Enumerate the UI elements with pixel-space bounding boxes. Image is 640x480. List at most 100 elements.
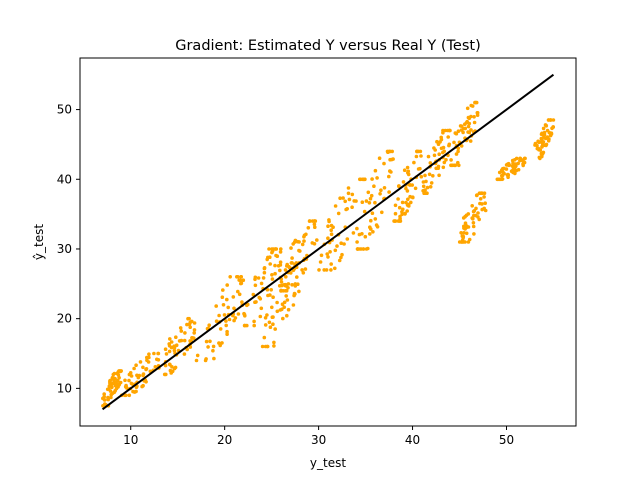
data-point bbox=[152, 351, 156, 356]
data-point bbox=[307, 219, 312, 223]
data-point bbox=[471, 209, 476, 214]
data-point bbox=[273, 247, 277, 251]
data-point bbox=[132, 366, 136, 371]
data-point bbox=[393, 211, 398, 216]
data-point bbox=[272, 344, 276, 348]
data-point bbox=[501, 170, 505, 174]
data-point bbox=[364, 247, 369, 251]
data-point bbox=[144, 367, 149, 371]
data-point bbox=[290, 256, 294, 260]
data-point bbox=[328, 250, 332, 254]
data-point bbox=[412, 160, 416, 165]
data-point bbox=[297, 240, 301, 244]
data-point bbox=[312, 219, 317, 223]
data-point bbox=[370, 211, 375, 215]
data-point bbox=[351, 231, 356, 235]
data-point bbox=[462, 231, 466, 235]
data-point bbox=[141, 365, 145, 370]
data-point bbox=[504, 163, 509, 167]
data-point bbox=[268, 255, 272, 259]
data-point bbox=[341, 196, 345, 200]
data-point bbox=[419, 174, 424, 179]
data-point bbox=[407, 182, 412, 187]
data-point bbox=[163, 363, 168, 368]
data-point bbox=[221, 288, 225, 292]
data-point bbox=[452, 140, 456, 145]
data-point bbox=[178, 326, 183, 330]
data-point bbox=[297, 248, 301, 253]
data-point bbox=[251, 292, 256, 297]
data-point bbox=[368, 225, 372, 229]
data-point bbox=[266, 293, 270, 298]
data-point bbox=[289, 261, 294, 265]
data-point bbox=[410, 183, 415, 187]
data-point bbox=[105, 387, 110, 392]
data-point bbox=[207, 323, 211, 328]
data-point bbox=[285, 313, 289, 318]
data-point bbox=[337, 258, 342, 263]
data-point bbox=[285, 298, 290, 302]
data-point bbox=[232, 318, 236, 323]
data-point bbox=[472, 120, 477, 125]
data-point bbox=[436, 166, 441, 170]
data-point bbox=[466, 115, 471, 120]
data-point bbox=[270, 305, 274, 310]
data-point bbox=[128, 371, 133, 375]
data-point bbox=[267, 320, 272, 325]
data-point bbox=[233, 316, 238, 320]
x-tick-label: 30 bbox=[311, 433, 326, 447]
data-point bbox=[252, 319, 256, 324]
data-point bbox=[410, 195, 415, 199]
data-point bbox=[437, 152, 442, 156]
data-point bbox=[389, 170, 393, 174]
data-point bbox=[363, 234, 368, 239]
data-point bbox=[217, 313, 221, 318]
data-point bbox=[167, 362, 172, 367]
data-point bbox=[368, 232, 372, 236]
data-point bbox=[116, 373, 121, 377]
data-point bbox=[473, 100, 478, 105]
data-point bbox=[458, 124, 463, 128]
data-point bbox=[345, 237, 350, 241]
data-point bbox=[464, 225, 469, 230]
data-point bbox=[289, 246, 293, 250]
data-point bbox=[297, 289, 301, 294]
data-point bbox=[498, 177, 503, 182]
data-point bbox=[227, 317, 232, 322]
data-point bbox=[295, 275, 299, 279]
data-point bbox=[471, 221, 476, 225]
data-point bbox=[325, 252, 330, 256]
data-point bbox=[237, 292, 242, 297]
data-point bbox=[222, 313, 227, 317]
data-point bbox=[466, 124, 471, 129]
data-point bbox=[536, 139, 540, 144]
data-point bbox=[370, 177, 374, 181]
data-point bbox=[413, 186, 418, 191]
data-point bbox=[433, 148, 438, 152]
data-point bbox=[268, 325, 273, 330]
data-point bbox=[480, 207, 485, 212]
data-point bbox=[449, 158, 453, 162]
data-point bbox=[125, 386, 129, 390]
data-point bbox=[442, 160, 447, 165]
data-point bbox=[465, 106, 470, 111]
data-point bbox=[141, 372, 146, 376]
data-point bbox=[357, 232, 362, 237]
data-point bbox=[495, 177, 500, 182]
data-point bbox=[170, 369, 175, 374]
data-point bbox=[302, 239, 306, 243]
data-point bbox=[444, 158, 448, 162]
data-point bbox=[360, 177, 365, 182]
data-point bbox=[449, 163, 454, 168]
data-point bbox=[423, 191, 427, 195]
data-point bbox=[544, 142, 549, 147]
data-point bbox=[281, 316, 285, 321]
data-point bbox=[155, 357, 159, 362]
data-point bbox=[329, 228, 334, 232]
data-point bbox=[326, 236, 330, 240]
data-point bbox=[541, 140, 546, 144]
data-point bbox=[510, 158, 515, 163]
data-point bbox=[258, 314, 263, 319]
data-point bbox=[441, 165, 446, 170]
reference-line bbox=[101, 73, 555, 411]
